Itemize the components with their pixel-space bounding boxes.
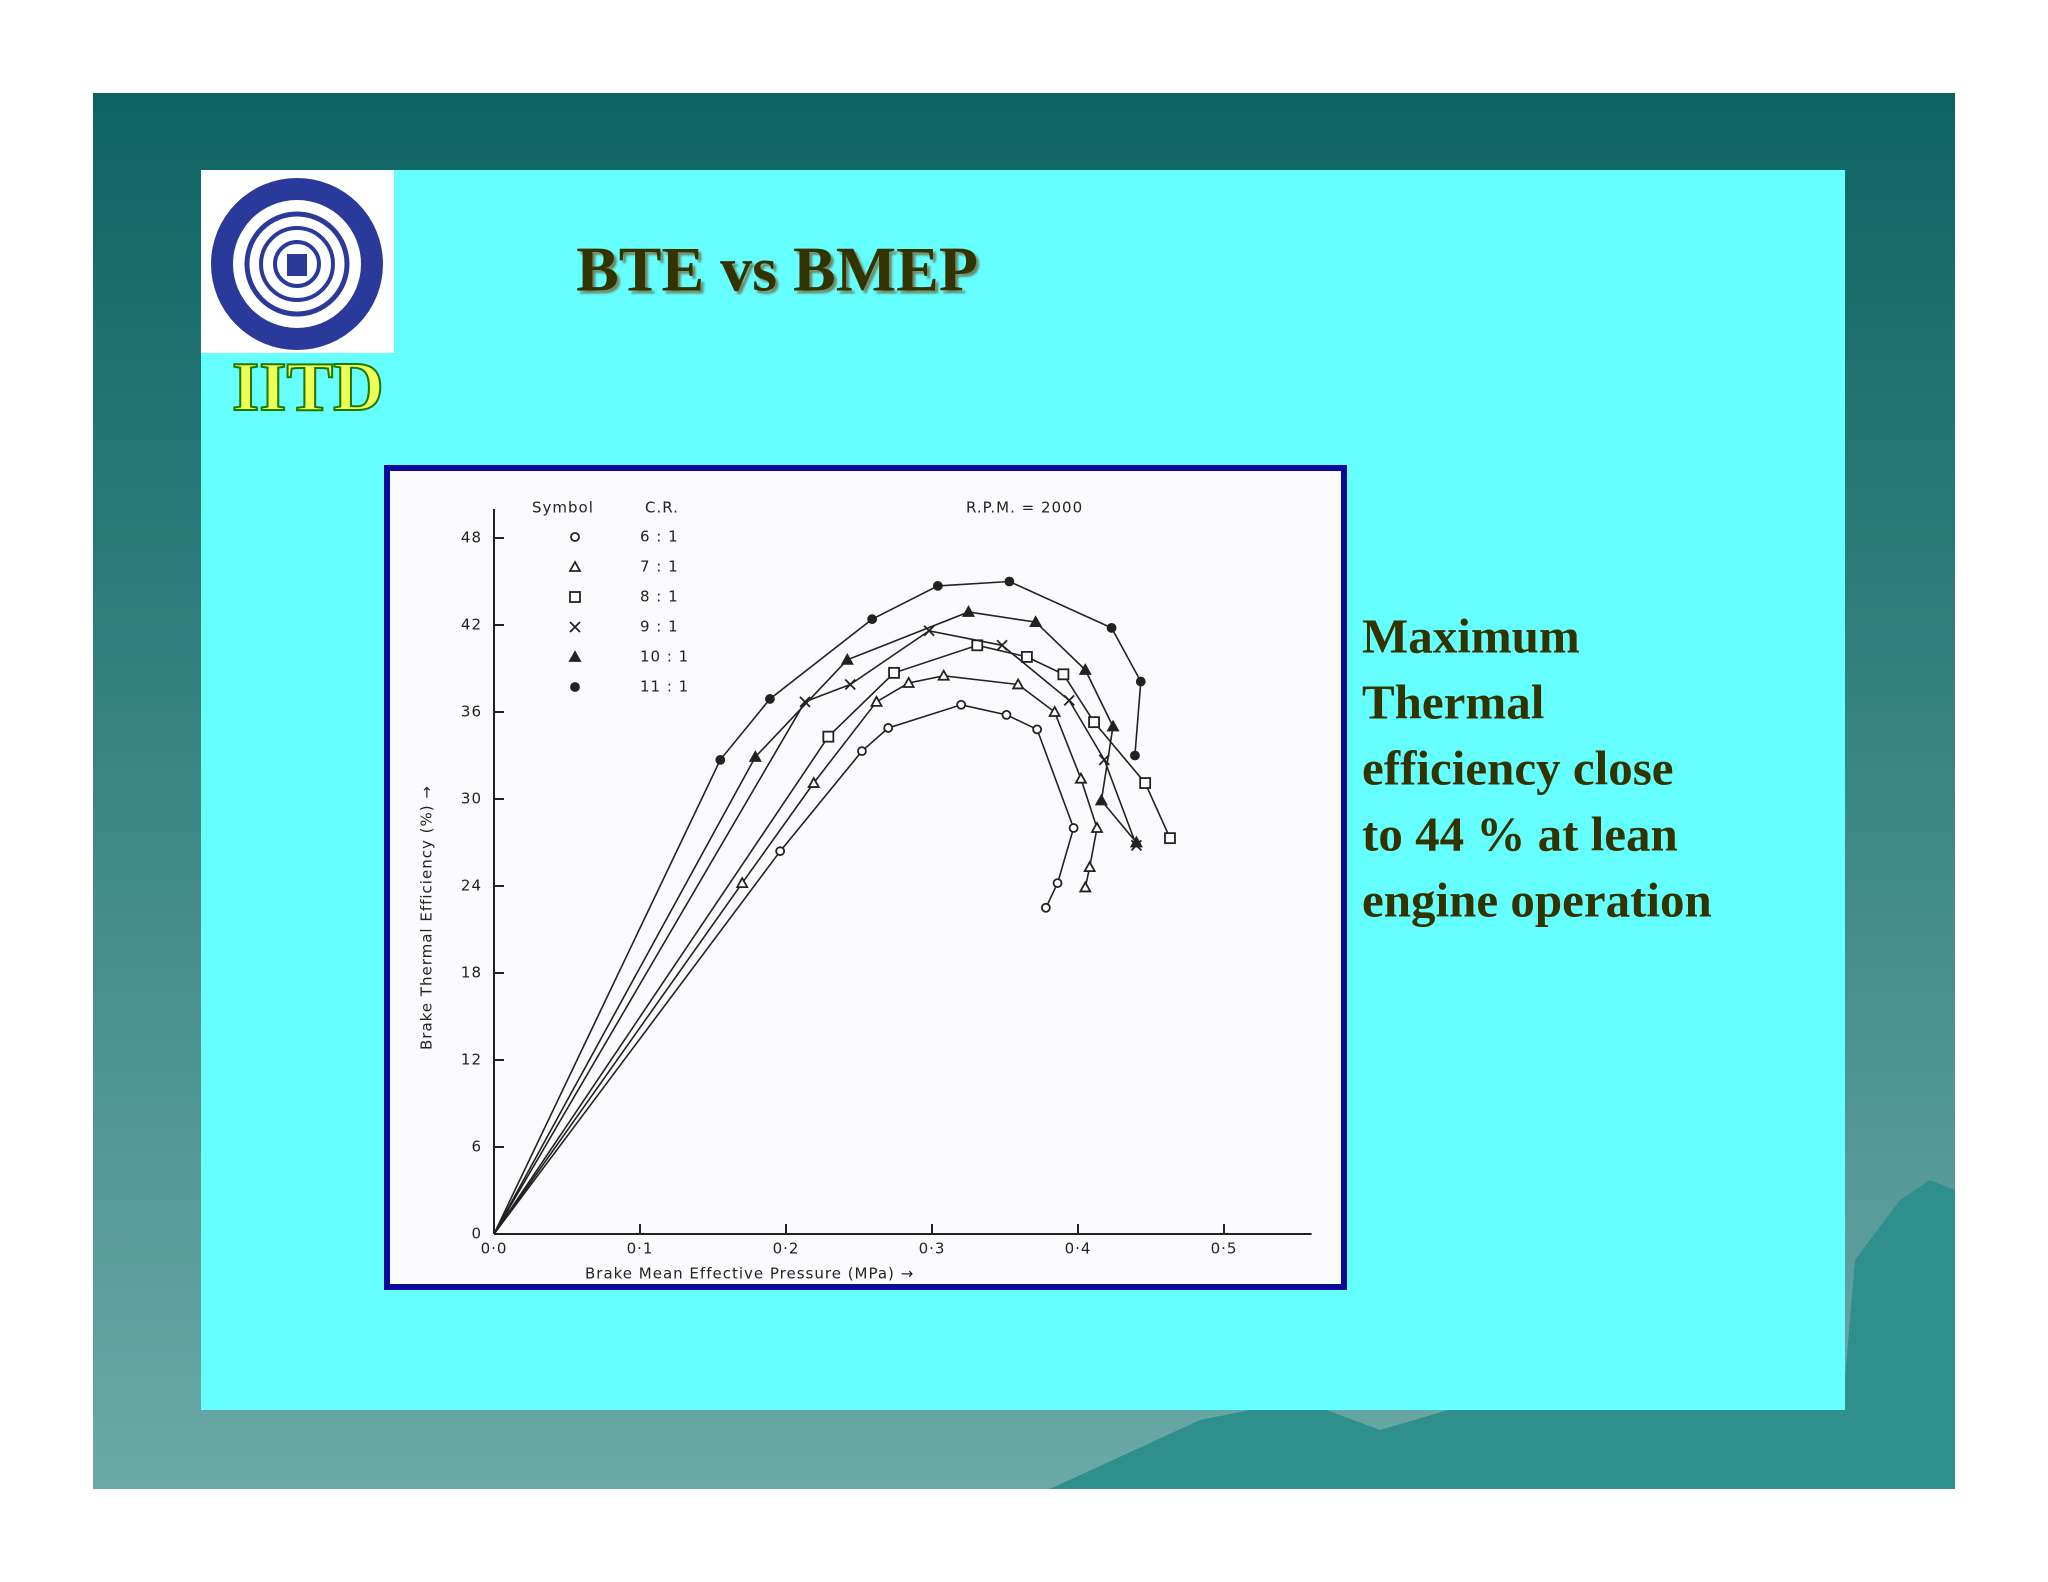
marker	[1106, 623, 1117, 633]
marker	[1032, 724, 1043, 735]
marker	[869, 694, 884, 707]
legend-symbol	[568, 650, 582, 662]
marker	[956, 699, 967, 710]
marker	[867, 614, 878, 625]
legend-label: 11 : 1	[640, 678, 689, 696]
series-line	[493, 674, 1098, 1235]
marker	[1004, 576, 1015, 587]
marker	[1130, 750, 1140, 761]
marker	[1164, 832, 1176, 845]
legend-label: 8 : 1	[640, 588, 679, 606]
marker	[1078, 880, 1092, 893]
marker	[715, 754, 726, 765]
marker	[1094, 793, 1108, 806]
marker	[840, 652, 854, 665]
marker	[1040, 902, 1051, 913]
y-tick-label: 24	[461, 877, 482, 895]
legend-symbol	[570, 682, 580, 692]
marker	[1074, 771, 1088, 784]
marker	[735, 876, 749, 888]
marker	[932, 580, 943, 591]
x-tick-label: 0·1	[627, 1240, 654, 1258]
marker	[883, 723, 894, 733]
series-line	[493, 703, 1075, 1235]
x-tick-label: 0·2	[773, 1240, 800, 1258]
body-line: engine operation	[1362, 872, 1712, 927]
x-tick-label: 0·5	[1211, 1240, 1238, 1258]
marker	[888, 666, 900, 679]
body-line: Thermal	[1362, 674, 1544, 729]
marker	[807, 776, 821, 788]
marker	[1090, 821, 1104, 833]
marker	[1078, 663, 1092, 675]
marker	[1106, 719, 1120, 732]
legend-label: 9 : 1	[640, 618, 679, 636]
marker	[1048, 705, 1062, 717]
mountain-decoration	[1050, 1180, 1955, 1489]
legend-symbol	[569, 621, 581, 633]
series-line	[493, 629, 1138, 1235]
legend-header: Symbol	[532, 499, 594, 517]
y-tick-label: 48	[461, 529, 482, 547]
chart-frame	[384, 465, 1347, 1290]
y-tick-label: 12	[461, 1051, 482, 1069]
marker	[765, 694, 775, 704]
marker	[775, 846, 786, 857]
y-tick-label: 30	[461, 790, 482, 808]
y-tick-label: 0	[471, 1225, 482, 1243]
marker	[1052, 878, 1063, 888]
x-tick-label: 0·3	[919, 1240, 946, 1258]
slide-title: BTE vs BMEP	[576, 234, 978, 305]
body-line: to 44 % at lean	[1362, 806, 1678, 861]
logo	[211, 178, 383, 350]
marker	[1063, 694, 1075, 707]
y-axis-label: Brake Thermal Efficiency (%) →	[418, 785, 436, 1050]
marker	[1083, 860, 1097, 873]
marker	[1029, 615, 1043, 627]
y-tick-label: 36	[461, 703, 482, 721]
y-tick-label: 42	[461, 616, 482, 634]
body-line: efficiency close	[1362, 740, 1674, 795]
marker	[1068, 823, 1079, 833]
chart: 0 6 12 18 24 30 36 42 48 0·0 0·1 0·2 0·3 0·4 0·5 Brake …	[418, 499, 1312, 1283]
marker	[822, 730, 835, 743]
marker	[923, 625, 935, 637]
marker	[961, 605, 976, 617]
marker	[1135, 676, 1146, 687]
marker	[1139, 777, 1152, 789]
marker	[902, 676, 916, 688]
marker	[1021, 651, 1033, 663]
marker	[1001, 710, 1012, 720]
annotation: R.P.M. = 2000	[966, 499, 1083, 517]
logo-text: IITD	[232, 349, 384, 426]
marker	[1057, 668, 1070, 681]
x-tick-label: 0·0	[481, 1240, 508, 1258]
legend-label: 10 : 1	[640, 648, 689, 666]
legend-symbol	[568, 560, 582, 572]
body-line: Maximum	[1362, 608, 1580, 663]
marker	[748, 750, 762, 762]
y-tick-label: 18	[461, 964, 482, 982]
marker	[996, 639, 1008, 651]
legend-label: 7 : 1	[640, 558, 679, 576]
legend-symbol	[569, 591, 581, 603]
marker	[857, 746, 867, 757]
x-axis-label: Brake Mean Effective Pressure (MPa) →	[585, 1265, 914, 1283]
body-text: Maximum Thermal efficiency close to 44 % at…	[1362, 608, 1712, 927]
marker	[844, 678, 856, 691]
x-tick-label: 0·4	[1065, 1240, 1092, 1258]
marker	[1088, 716, 1100, 729]
marker	[1011, 677, 1025, 690]
legend-header: C.R.	[645, 499, 679, 517]
y-tick-label: 6	[471, 1138, 482, 1156]
marker	[937, 668, 951, 681]
legend-label: 6 : 1	[640, 528, 679, 546]
marker	[799, 696, 811, 708]
marker	[1129, 835, 1143, 848]
legend-symbol	[570, 532, 580, 542]
